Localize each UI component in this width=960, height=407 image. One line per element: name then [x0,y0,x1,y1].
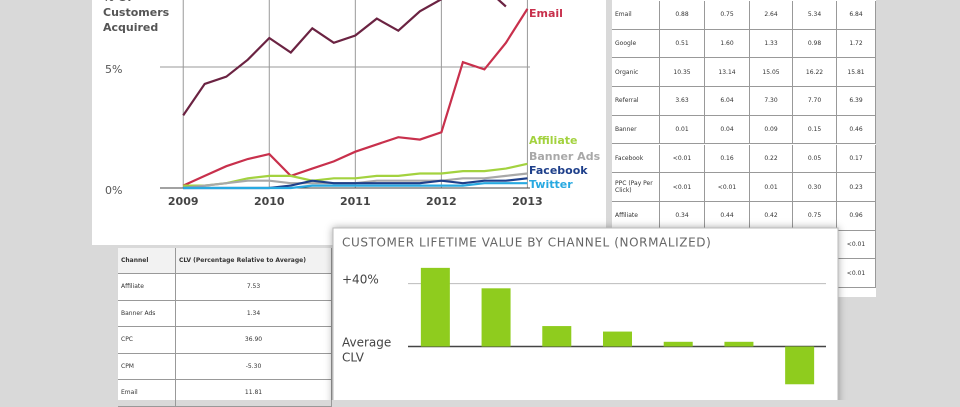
table-cell: <0.01 [837,259,876,288]
table-cell: 0.23 [837,173,876,202]
clv-table: Channel CLV (Percentage Relative to Avera… [118,248,332,407]
table-cell: Banner Ads [118,300,176,327]
table-cell: 1.72 [837,29,876,59]
table-cell: 0.15 [793,115,837,145]
table-cell: 15.81 [837,58,876,88]
table-cell: 0.05 [793,144,837,174]
table-cell: -5.30 [176,353,332,380]
table-cell: 0.22 [750,144,793,174]
table-cell: 0.09 [750,115,793,145]
table-cell: 7.30 [750,87,793,116]
table-cell: 10.35 [660,58,705,88]
table-cell: 3.63 [660,87,705,116]
legend-label: Affiliate [529,134,577,147]
y-tick-label: Average CLV [342,335,391,364]
legend-label: Banner Ads [529,150,601,163]
table-cell: Channel [118,248,176,274]
bar [724,341,754,347]
table-cell: 6.39 [837,87,876,116]
y-tick-label: +40% [342,272,379,286]
table-cell: 0.17 [837,144,876,174]
legend-label: Twitter [529,178,573,191]
table-cell: 0.04 [705,115,750,145]
y-axis-label: Customers [103,6,170,19]
table-cell: <0.01 [660,144,705,174]
chart-panel [92,0,606,245]
table-cell: Google [612,29,660,59]
y-tick-label: 5% [105,63,122,76]
table-cell: 16.22 [793,58,837,88]
series-line [182,8,529,187]
series-line [183,182,528,190]
x-tick-label: 2012 [426,195,457,208]
table-cell: 1.34 [176,300,332,327]
table-cell: 5.34 [793,1,837,30]
bar [420,267,450,347]
table-cell: 13.14 [705,58,750,88]
table-cell: 1.33 [750,29,793,59]
y-axis-label: % Of [103,0,132,4]
table-cell: Organic [612,58,660,88]
table-cell: 7.53 [176,274,332,301]
y-axis-label: Acquired [103,21,158,34]
table-cell: PPC (Pay Per Click) [612,173,660,202]
table-cell: 0.88 [660,1,705,30]
table-cell: <0.01 [660,173,705,202]
table-cell: 0.96 [837,201,876,231]
x-tick-label: 2013 [512,195,543,208]
table-cell: CPC [118,327,176,354]
table-cell: <0.01 [837,230,876,260]
table-cell: 2.64 [750,1,793,30]
table-cell: <0.01 [705,173,750,202]
chart-card [332,227,839,400]
table-cell: 0.16 [705,144,750,174]
legend-label: Facebook [529,164,588,177]
table-cell: 15.05 [750,58,793,88]
table-cell: 1.60 [705,29,750,59]
x-tick-label: 2010 [254,195,285,208]
series-line [183,162,528,187]
table-cell: 0.01 [750,173,793,202]
table-cell: Banner [612,115,660,145]
bar [542,326,572,347]
legend-label: Email [529,7,563,20]
table-cell: 36.90 [176,327,332,354]
bar [481,288,511,347]
table-cell: 0.30 [793,173,837,202]
chart-title: CUSTOMER LIFETIME VALUE BY CHANNEL (NORM… [342,236,711,250]
y-tick-label: 0% [105,184,122,197]
x-tick-label: 2009 [168,195,199,208]
table-cell: 0.51 [660,29,705,59]
table-cell: CPM [118,353,176,380]
table-cell: 0.98 [793,29,837,59]
table-cell: 0.46 [837,115,876,145]
bar [785,346,815,385]
table-cell: Facebook [612,144,660,174]
table-cell: Email [612,1,660,30]
table-cell: 6.04 [705,87,750,116]
table-cell: Affiliate [118,274,176,301]
table-cell: 0.01 [660,115,705,145]
table-cell: CLV (Percentage Relative to Average) [176,248,332,274]
table-cell: Referral [612,87,660,116]
x-tick-label: 2011 [340,195,371,208]
table-cell: 0.75 [705,1,750,30]
table-cell: 6.84 [837,1,876,30]
bar [603,331,632,347]
table-cell: 7.70 [793,87,837,116]
bar [663,341,693,347]
series-line [182,0,507,117]
